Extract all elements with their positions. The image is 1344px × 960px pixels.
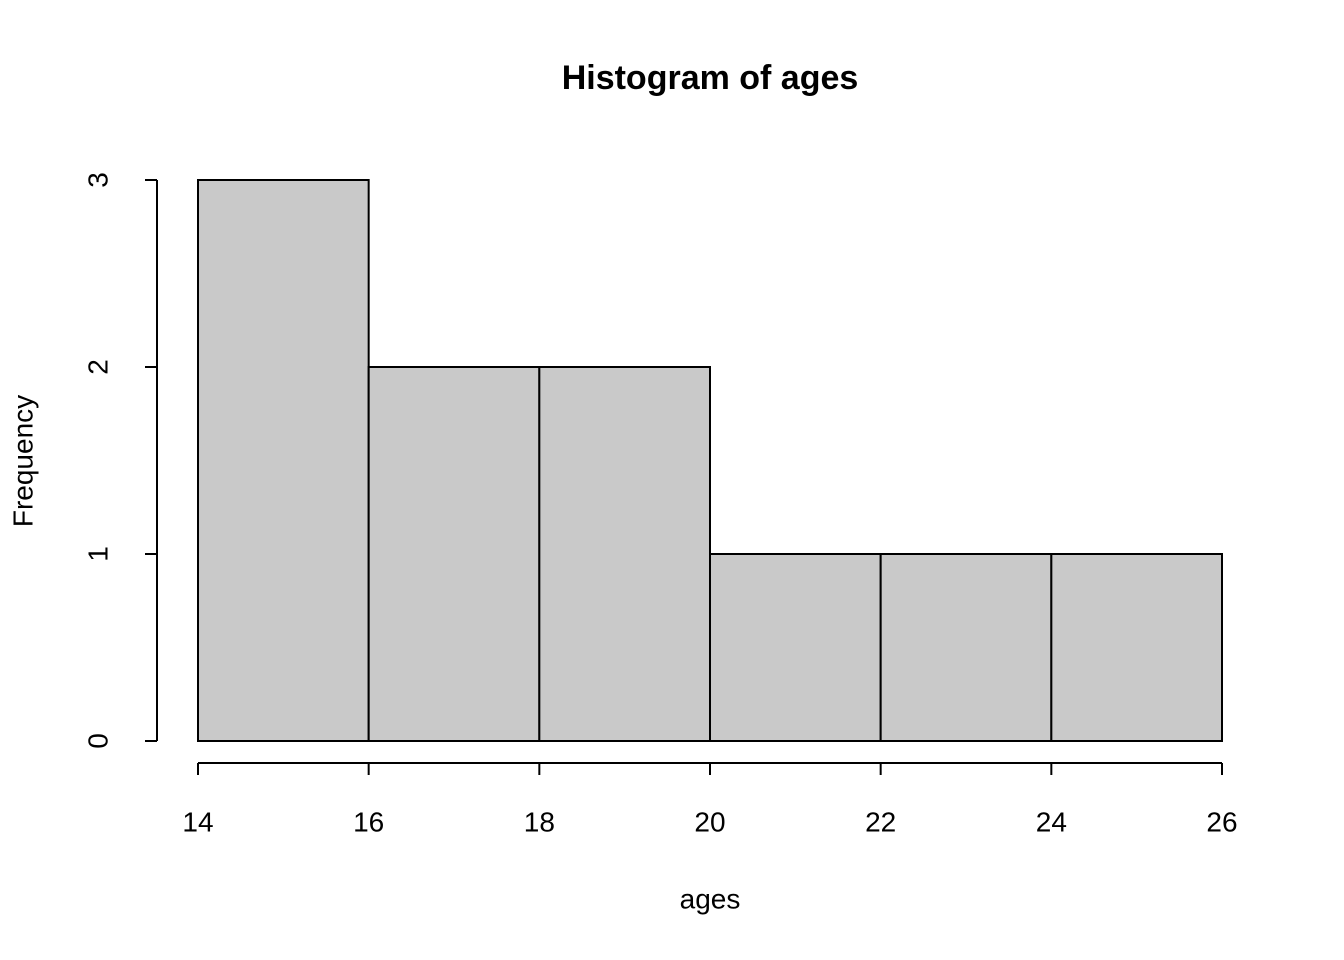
x-tick-label: 20 [694,806,725,837]
y-tick-label: 0 [82,733,113,749]
x-tick-label: 24 [1036,806,1067,837]
y-axis-label: Frequency [7,395,38,527]
x-tick-label: 14 [182,806,213,837]
bar [879,553,1053,742]
x-tick-label: 22 [865,806,896,837]
y-tick-label: 1 [82,546,113,562]
y-tick-label: 3 [82,172,113,188]
bar [197,179,370,742]
x-tick-label: 18 [524,806,555,837]
chart-title: Histogram of ages [562,59,859,97]
y-tick-label: 2 [82,359,113,375]
x-axis-label: ages [680,883,741,914]
bar [1050,553,1224,742]
bar [709,553,882,742]
bar [538,366,711,742]
x-tick-label: 26 [1206,806,1237,837]
x-tick-label: 16 [353,806,384,837]
bar [367,366,541,742]
